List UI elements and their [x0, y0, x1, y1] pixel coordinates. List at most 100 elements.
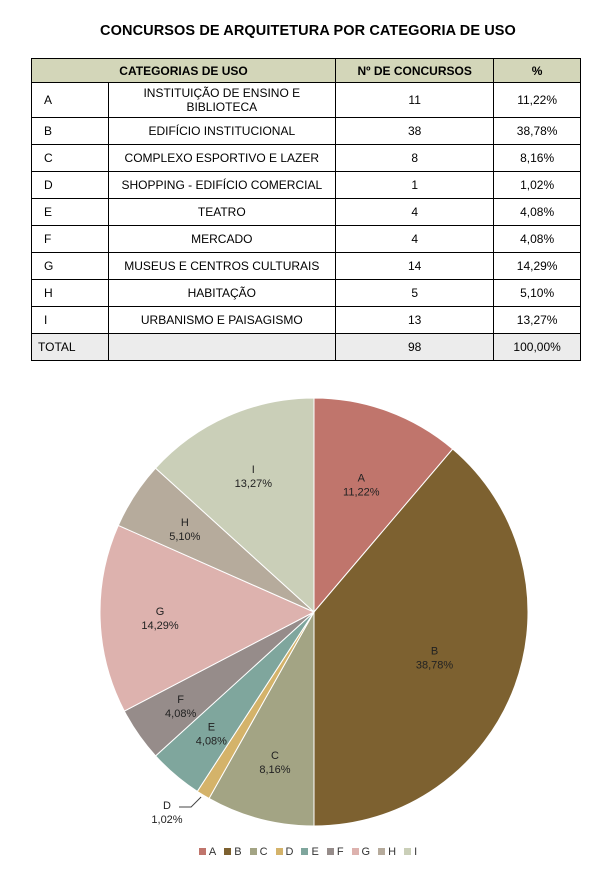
pie-slice-g: [99, 524, 316, 712]
row-code: A: [31, 82, 109, 118]
categories-table: CATEGORIAS DE USO Nº DE CONCURSOS % A IN…: [30, 58, 581, 361]
table-row: B EDIFÍCIO INSTITUCIONAL 38 38,78%: [31, 117, 581, 145]
row-category: URBANISMO E PAISAGISMO: [107, 306, 337, 334]
table-row: H HABITAÇÃO 5 5,10%: [31, 279, 581, 307]
slice-percent-label: 14,29%: [141, 620, 179, 632]
slice-percent-label: 38,78%: [416, 659, 454, 671]
row-count: 14: [335, 252, 495, 280]
row-count: 5: [335, 279, 495, 307]
legend-label: E: [311, 846, 319, 858]
table-row: C COMPLEXO ESPORTIVO E LAZER 8 8,16%: [31, 144, 581, 172]
legend-item-b: B: [224, 846, 242, 858]
row-percent: 4,08%: [493, 225, 581, 253]
legend-item-f: F: [326, 846, 344, 858]
header-categorias: CATEGORIAS DE USO: [30, 58, 337, 83]
row-percent: 8,16%: [493, 144, 581, 172]
chart-legend: A B C D E F G H I: [0, 846, 616, 858]
table-row: G MUSEUS E CENTROS CULTURAIS 14 14,29%: [31, 252, 581, 280]
row-percent: 11,22%: [493, 82, 581, 118]
legend-item-c: C: [249, 846, 268, 858]
slice-percent-label: 5,10%: [169, 531, 200, 543]
legend-swatch: [351, 848, 359, 855]
legend-label: H: [388, 846, 397, 858]
row-count: 4: [335, 198, 495, 226]
legend-label: F: [336, 846, 344, 858]
row-code: B: [31, 117, 109, 145]
legend-item-g: G: [351, 846, 371, 858]
slice-category-label: H: [181, 517, 189, 529]
row-category: HABITAÇÃO: [107, 279, 337, 307]
legend-label: B: [234, 846, 242, 858]
row-percent: 5,10%: [493, 279, 581, 307]
label-leader-line-d: [179, 796, 202, 808]
row-percent: 1,02%: [493, 171, 581, 199]
slice-percent-label: 1,02%: [151, 814, 182, 826]
total-empty-cell: [107, 333, 337, 361]
legend-item-a: A: [198, 846, 217, 858]
slice-percent-label: 4,08%: [196, 736, 227, 748]
legend-swatch: [198, 848, 206, 855]
row-percent: 38,78%: [493, 117, 581, 145]
slice-category-label: C: [271, 750, 279, 762]
row-code: I: [31, 306, 109, 334]
total-count: 98: [335, 333, 495, 361]
slice-category-label: A: [358, 472, 366, 484]
legend-swatch: [275, 848, 283, 855]
slice-percent-label: 13,27%: [235, 478, 273, 490]
legend-item-d: D: [275, 846, 294, 858]
pie-slice-b: [313, 448, 529, 827]
pie-chart: A 11,22% B 38,78% C 8,16% D 1,02% E 4,08% F 4,08% G 1…: [99, 397, 529, 827]
row-percent: 13,27%: [493, 306, 581, 334]
total-row: TOTAL 98 100,00%: [31, 333, 581, 361]
slice-category-label: E: [208, 722, 215, 734]
row-code: H: [31, 279, 109, 307]
row-percent: 14,29%: [493, 252, 581, 280]
legend-swatch: [404, 848, 412, 855]
slice-percent-label: 11,22%: [343, 486, 380, 498]
slice-category-label: D: [163, 800, 171, 812]
slice-category-label: I: [252, 464, 255, 476]
legend-swatch: [249, 848, 257, 855]
slice-category-label: F: [177, 694, 184, 706]
row-count: 1: [335, 171, 495, 199]
page-title: CONCURSOS DE ARQUITETURA POR CATEGORIA D…: [100, 23, 516, 39]
pie-slice-c: [208, 610, 315, 827]
table-row: E TEATRO 4 4,08%: [31, 198, 581, 226]
total-label: TOTAL: [31, 333, 109, 361]
legend-item-i: I: [404, 846, 417, 858]
table-row: D SHOPPING - EDIFÍCIO COMERCIAL 1 1,02%: [31, 171, 581, 199]
legend-label: I: [414, 846, 418, 858]
slice-percent-label: 4,08%: [165, 708, 196, 720]
row-code: E: [31, 198, 109, 226]
row-count: 13: [335, 306, 495, 334]
header-num-concursos: Nº DE CONCURSOS: [335, 58, 495, 83]
legend-swatch: [326, 848, 334, 855]
row-category: TEATRO: [107, 198, 337, 226]
row-code: F: [31, 225, 109, 253]
row-code: D: [31, 171, 109, 199]
row-category: MERCADO: [107, 225, 337, 253]
row-category: EDIFÍCIO INSTITUCIONAL: [107, 117, 337, 145]
legend-swatch: [378, 848, 386, 855]
legend-swatch: [224, 848, 232, 855]
row-code: C: [31, 144, 109, 172]
row-category: INSTITUIÇÃO DE ENSINO E BIBLIOTECA: [107, 82, 337, 118]
table-header-row: CATEGORIAS DE USO Nº DE CONCURSOS %: [30, 58, 581, 83]
legend-label: G: [361, 846, 371, 858]
row-code: G: [31, 252, 109, 280]
row-count: 11: [335, 82, 495, 118]
legend-label: D: [285, 846, 294, 858]
legend-swatch: [301, 848, 309, 855]
row-count: 4: [335, 225, 495, 253]
slice-percent-label: 8,16%: [259, 764, 290, 776]
table-row: F MERCADO 4 4,08%: [31, 225, 581, 253]
legend-item-e: E: [301, 846, 319, 858]
table-row: I URBANISMO E PAISAGISMO 13 13,27%: [31, 306, 581, 334]
pie-slice-a: [313, 397, 454, 614]
legend-item-h: H: [378, 846, 396, 858]
row-category: COMPLEXO ESPORTIVO E LAZER: [107, 144, 337, 172]
header-percent: %: [493, 58, 581, 83]
table-row: A INSTITUIÇÃO DE ENSINO E BIBLIOTECA 11 …: [31, 82, 581, 118]
row-category: MUSEUS E CENTROS CULTURAIS: [107, 252, 337, 280]
legend-label: A: [208, 846, 217, 858]
